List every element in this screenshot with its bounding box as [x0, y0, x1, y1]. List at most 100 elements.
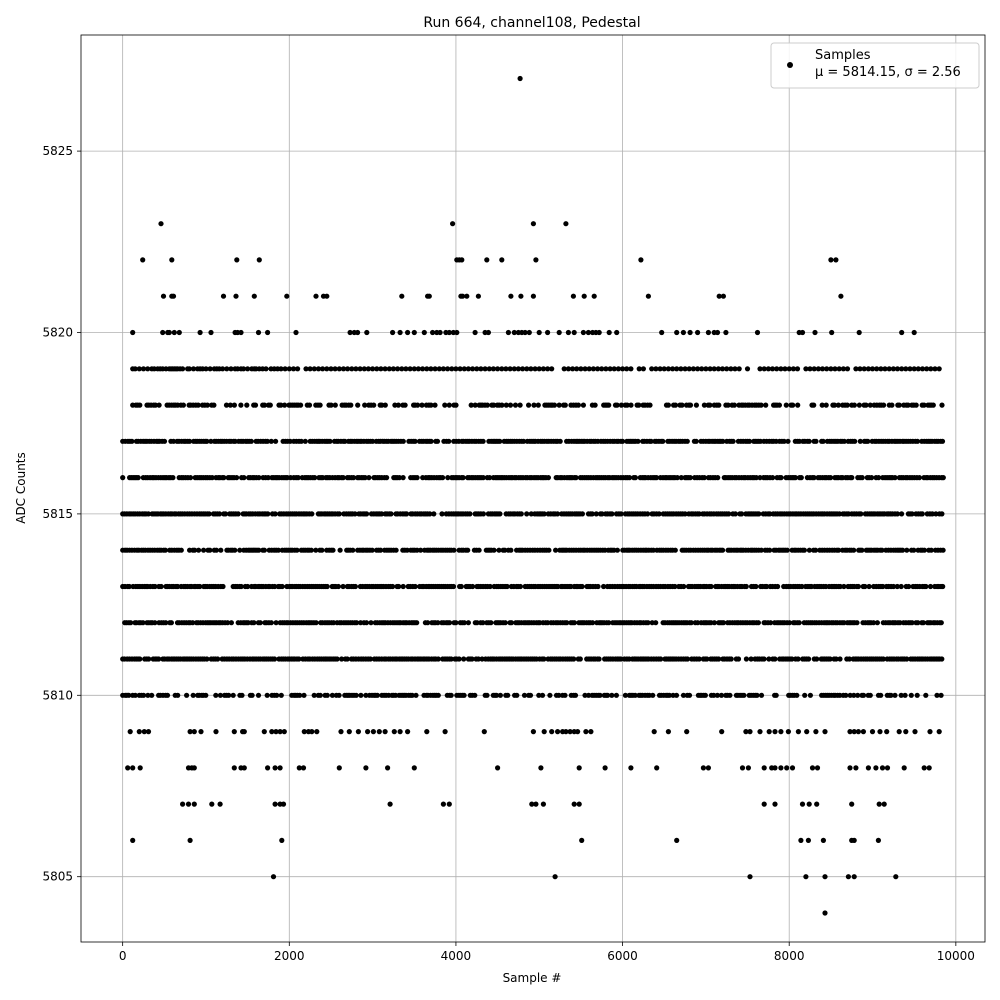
- data-point: [648, 438, 654, 444]
- data-point: [220, 583, 226, 590]
- data-point: [695, 329, 701, 336]
- data-point: [920, 620, 927, 626]
- data-point: [833, 656, 839, 662]
- data-point: [835, 402, 842, 408]
- data-point: [939, 656, 945, 662]
- data-point: [778, 765, 784, 771]
- data-point: [465, 366, 471, 372]
- data-point: [766, 656, 772, 662]
- data-point: [622, 692, 629, 698]
- data-point: [547, 692, 553, 698]
- data-point: [261, 402, 268, 408]
- data-point: [140, 620, 146, 626]
- data-point: [609, 692, 615, 698]
- data-point: [686, 366, 692, 372]
- data-point: [741, 692, 747, 698]
- data-point: [562, 402, 568, 408]
- data-point: [209, 801, 215, 807]
- data-point: [419, 402, 425, 408]
- data-point: [344, 656, 350, 662]
- data-point: [588, 729, 594, 735]
- data-point: [640, 366, 647, 372]
- data-point: [720, 620, 727, 626]
- data-point: [149, 692, 155, 698]
- data-point: [126, 583, 132, 590]
- data-point: [496, 547, 502, 553]
- data-point: [145, 511, 151, 517]
- data-point: [805, 837, 812, 844]
- data-point: [414, 620, 420, 626]
- data-point: [180, 801, 186, 807]
- data-point: [854, 620, 860, 626]
- data-point: [457, 366, 463, 372]
- data-point: [203, 692, 209, 698]
- data-point: [315, 366, 322, 372]
- data-point: [328, 402, 334, 408]
- data-point: [923, 692, 929, 698]
- data-point: [551, 402, 558, 408]
- data-point: [884, 729, 890, 735]
- data-point: [574, 366, 580, 372]
- data-point: [279, 837, 285, 844]
- data-point: [939, 402, 945, 408]
- data-point: [158, 221, 164, 227]
- data-point: [332, 402, 338, 408]
- data-point: [220, 366, 226, 372]
- data-point: [132, 692, 138, 698]
- data-point: [435, 620, 441, 626]
- data-point: [374, 366, 380, 372]
- data-point: [886, 366, 892, 372]
- data-point: [472, 402, 478, 408]
- data-point: [665, 366, 672, 372]
- data-point: [314, 729, 320, 735]
- data-point: [352, 511, 358, 517]
- data-point: [838, 293, 844, 299]
- data-point: [570, 366, 576, 372]
- x-tick-label: 8000: [774, 949, 805, 963]
- data-point: [170, 475, 176, 481]
- data-point: [427, 511, 433, 517]
- data-point: [851, 729, 857, 735]
- data-point: [160, 293, 167, 299]
- data-point: [799, 583, 805, 590]
- data-point: [255, 692, 262, 698]
- data-point: [672, 547, 678, 553]
- data-point: [456, 656, 462, 662]
- data-point: [234, 475, 240, 481]
- data-point: [192, 547, 198, 553]
- data-point: [267, 402, 273, 408]
- data-point: [894, 511, 901, 517]
- data-point: [273, 620, 279, 626]
- data-point: [442, 402, 448, 408]
- data-point: [811, 475, 817, 481]
- data-point: [502, 620, 508, 626]
- data-point: [530, 293, 537, 299]
- data-point: [851, 837, 857, 844]
- data-point: [601, 583, 607, 590]
- data-point: [263, 366, 269, 372]
- data-point: [552, 874, 558, 880]
- data-point: [754, 329, 761, 336]
- data-point: [716, 656, 722, 662]
- data-point: [206, 511, 212, 517]
- data-point: [833, 257, 839, 263]
- data-point: [853, 366, 859, 372]
- data-point: [606, 329, 612, 336]
- data-point: [592, 402, 598, 408]
- data-point: [251, 620, 257, 626]
- data-point: [703, 366, 709, 372]
- data-point: [687, 329, 693, 336]
- data-point: [701, 402, 708, 408]
- data-point: [681, 583, 687, 590]
- data-point: [388, 511, 394, 517]
- data-point: [454, 329, 460, 336]
- data-point: [400, 438, 406, 444]
- data-point: [902, 692, 908, 698]
- data-point: [211, 402, 217, 408]
- data-point: [141, 729, 147, 735]
- data-point: [215, 656, 221, 662]
- data-point: [279, 583, 285, 590]
- data-point: [156, 656, 162, 662]
- data-point: [220, 293, 227, 299]
- chart-title: Run 664, channel108, Pedestal: [423, 15, 640, 31]
